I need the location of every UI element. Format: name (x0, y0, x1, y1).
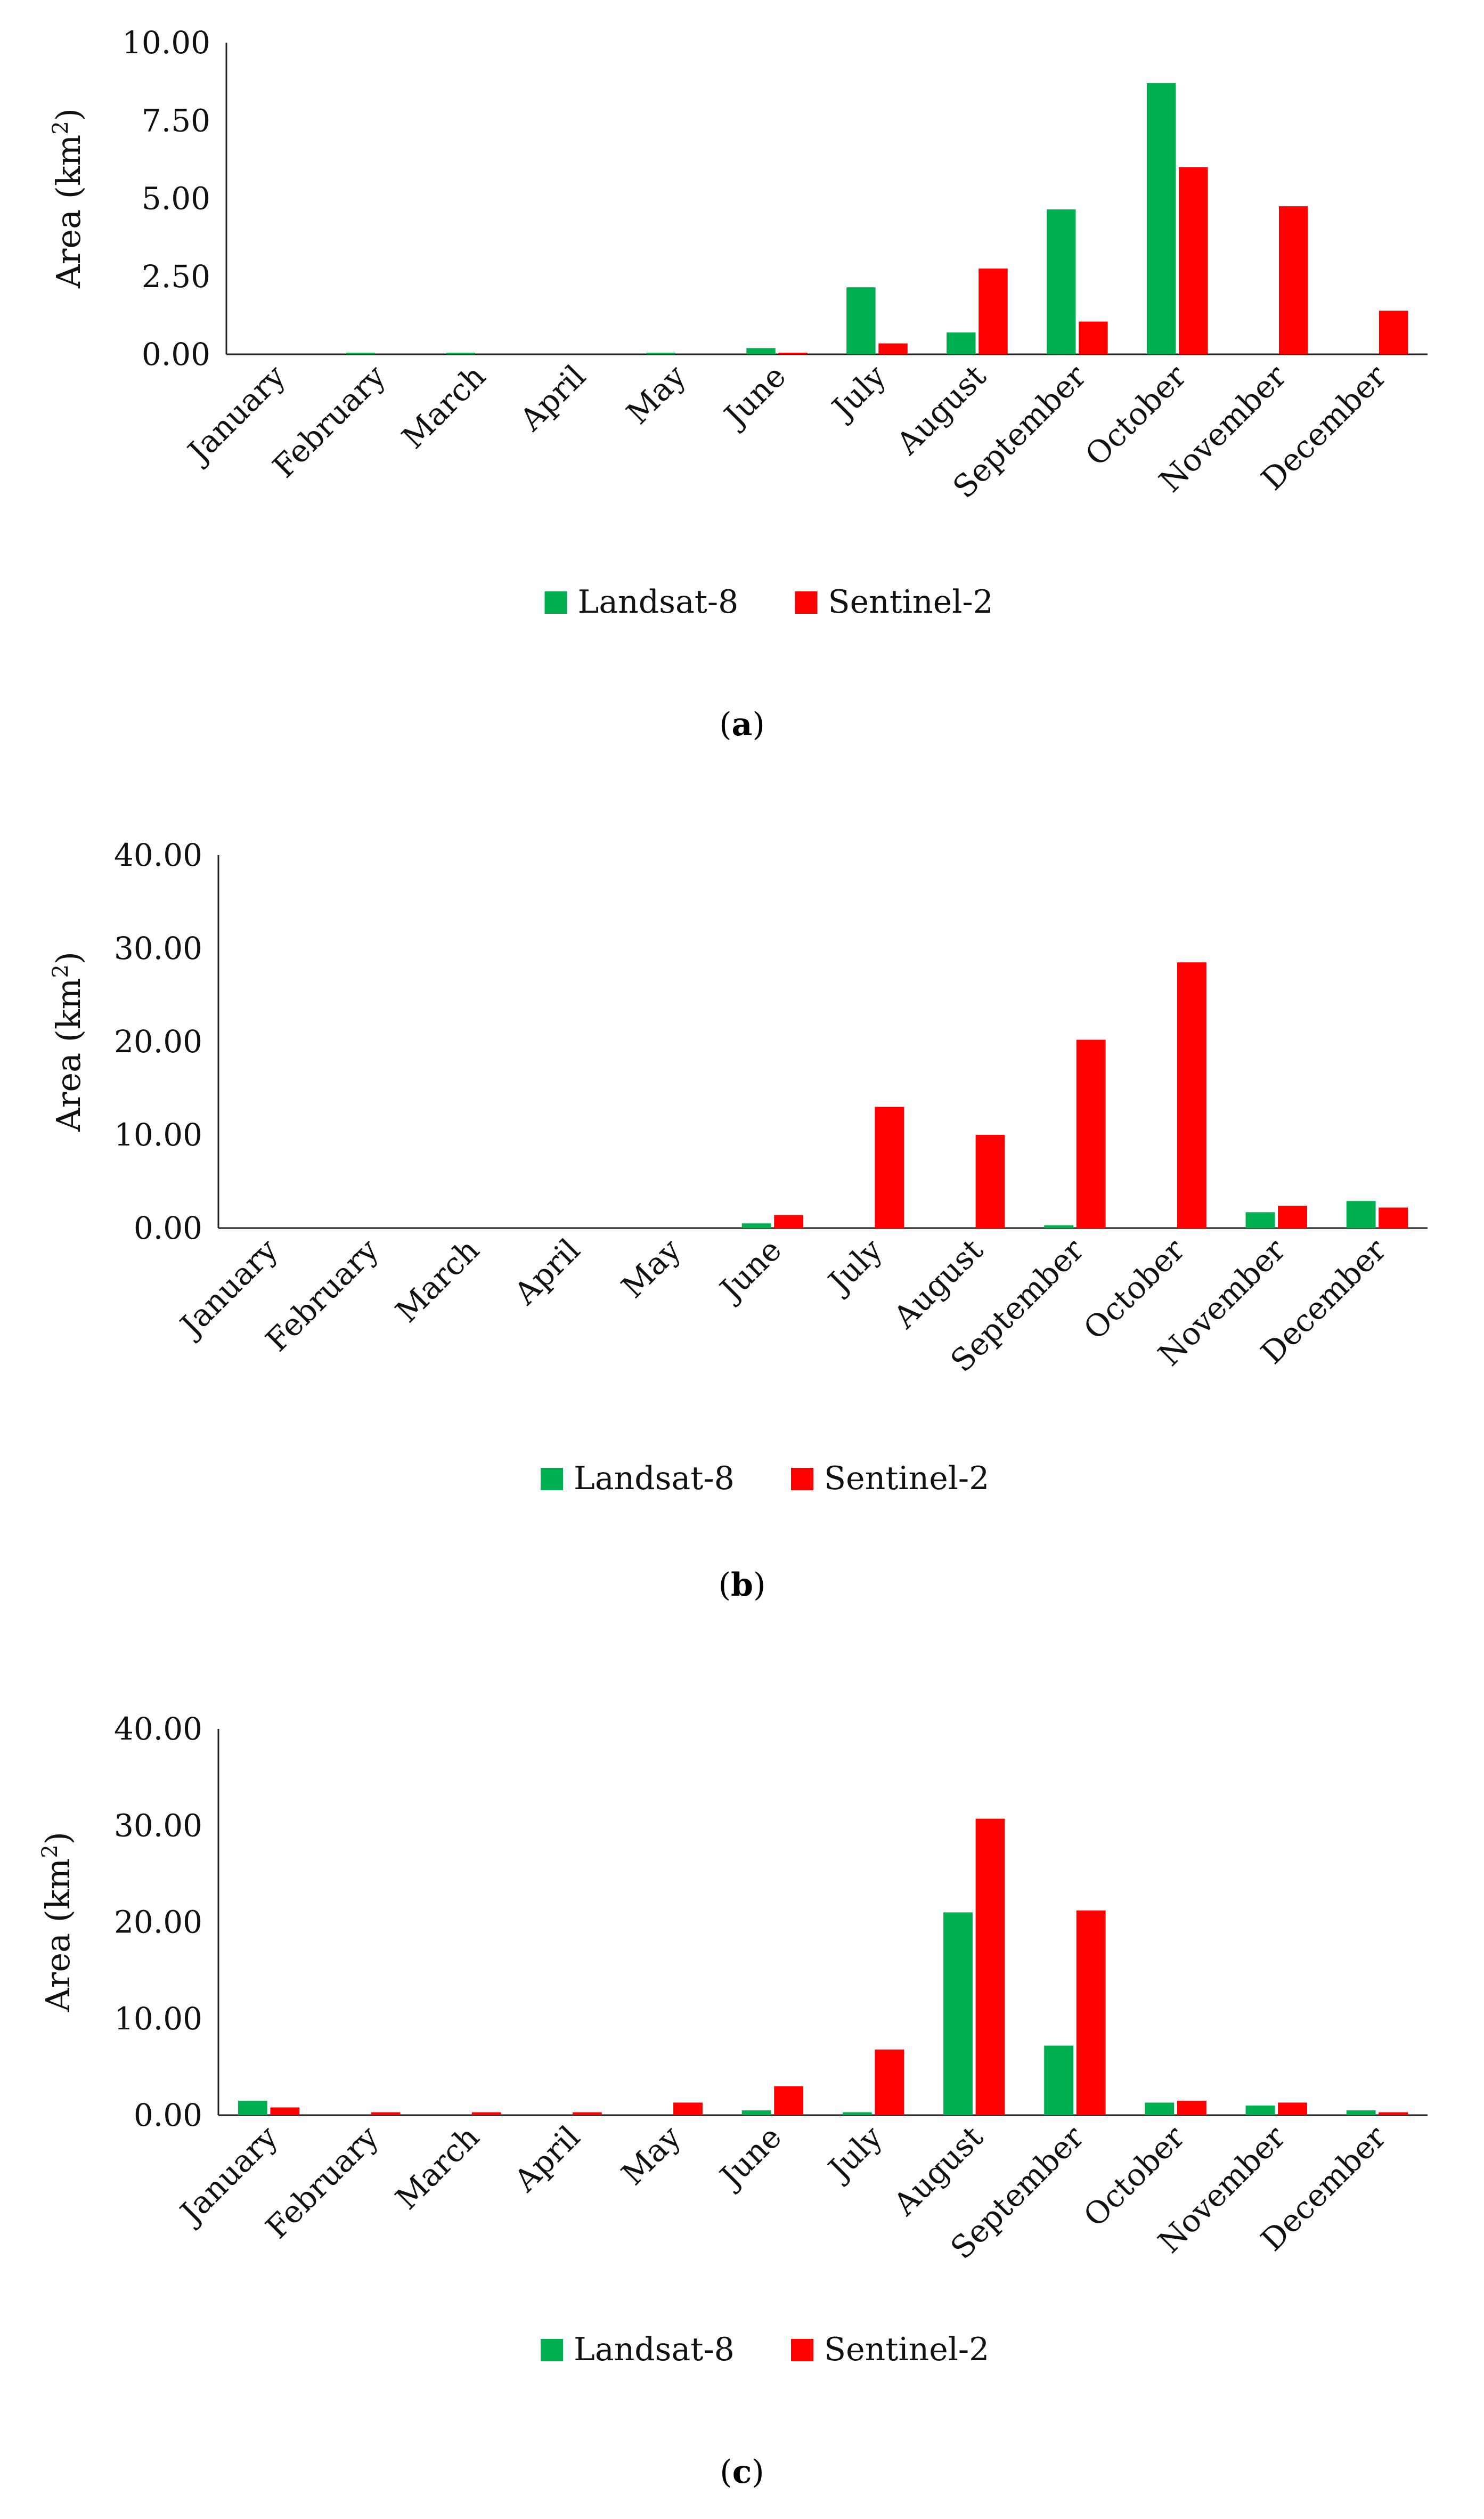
x-tick-label: April (507, 2119, 587, 2199)
legend-swatch-sentinel-2 (795, 591, 818, 614)
bar-sentinel-2 (1379, 2112, 1408, 2115)
bar-sentinel-2 (979, 269, 1008, 354)
y-tick-label: 40.00 (114, 837, 202, 873)
legend-label-landsat-8: Landsat-8 (578, 583, 739, 621)
bar-landsat-8 (741, 2110, 771, 2115)
panel-caption: (c) (720, 2453, 764, 2491)
bar-landsat-8 (346, 353, 376, 354)
bar-sentinel-2 (1177, 2100, 1206, 2115)
bar-landsat-8 (842, 2112, 872, 2115)
y-tick-label: 40.00 (114, 1711, 202, 1747)
bar-sentinel-2 (572, 2112, 602, 2115)
bar-sentinel-2 (1278, 206, 1308, 354)
x-tick-label: August (886, 2119, 990, 2223)
bar-sentinel-2 (270, 2107, 300, 2115)
bar-landsat-8 (646, 353, 675, 354)
y-tick-label: 30.00 (114, 930, 202, 966)
bar-sentinel-2 (875, 1107, 904, 1228)
legend-label-landsat-8: Landsat-8 (574, 2331, 735, 2368)
y-tick-label: 20.00 (114, 1023, 202, 1060)
y-tick-label: 20.00 (114, 1904, 202, 1940)
y-tick-label: 0.00 (142, 336, 210, 372)
x-tick-label: August (889, 358, 993, 462)
y-tick-label: 7.50 (142, 102, 210, 139)
bar-sentinel-2 (1278, 1206, 1307, 1228)
x-tick-label: June (715, 358, 793, 435)
x-tick-label: July (820, 2119, 890, 2189)
panel-caption: (b) (719, 1566, 766, 1604)
y-axis-title: Area (km2) (48, 108, 88, 289)
bar-sentinel-2 (875, 2049, 904, 2115)
bar-landsat-8 (741, 1223, 771, 1228)
bar-sentinel-2 (673, 2102, 703, 2115)
bar-sentinel-2 (1076, 1039, 1106, 1228)
bar-landsat-8 (746, 348, 776, 354)
y-tick-label: 0.00 (134, 1210, 202, 1246)
bar-landsat-8 (947, 332, 976, 354)
y-axis-title: Area (km2) (38, 1832, 77, 2012)
y-axis-title: Area (km2) (48, 952, 88, 1132)
bar-sentinel-2 (975, 1135, 1005, 1228)
x-tick-label: June (711, 1232, 788, 1309)
bar-landsat-8 (1044, 1225, 1074, 1228)
y-tick-label: 10.00 (114, 1117, 202, 1153)
y-tick-label: 10.00 (122, 25, 210, 61)
x-tick-label: March (395, 358, 493, 456)
bar-landsat-8 (238, 2100, 267, 2115)
legend-label-landsat-8: Landsat-8 (574, 1460, 735, 1497)
x-tick-label: August (886, 1232, 990, 1336)
bar-landsat-8 (1346, 1201, 1376, 1228)
bar-landsat-8 (1145, 2102, 1175, 2115)
x-tick-label: June (711, 2119, 788, 2196)
x-tick-label: May (614, 1232, 688, 1305)
bar-landsat-8 (846, 287, 876, 354)
x-tick-label: May (614, 2119, 688, 2192)
y-tick-label: 2.50 (142, 258, 210, 295)
legend-label-sentinel-2: Sentinel-2 (828, 583, 993, 621)
bar-sentinel-2 (471, 2112, 501, 2115)
x-tick-label: May (619, 358, 693, 432)
bar-landsat-8 (1146, 83, 1176, 355)
legend-label-sentinel-2: Sentinel-2 (824, 2331, 989, 2368)
y-tick-label: 0.00 (134, 2097, 202, 2133)
x-tick-label: March (388, 2119, 486, 2217)
legend-swatch-landsat-8 (544, 591, 567, 614)
bar-landsat-8 (1044, 2045, 1074, 2115)
bar-landsat-8 (943, 1912, 973, 2115)
bar-sentinel-2 (878, 343, 908, 354)
legend-label-sentinel-2: Sentinel-2 (824, 1460, 989, 1497)
legend-swatch-landsat-8 (541, 1468, 563, 1490)
bar-sentinel-2 (1179, 167, 1208, 354)
bar-sentinel-2 (1079, 321, 1108, 354)
bar-sentinel-2 (371, 2112, 401, 2115)
bar-sentinel-2 (975, 1818, 1005, 2115)
legend-swatch-landsat-8 (541, 2339, 563, 2361)
x-tick-label: March (388, 1232, 486, 1330)
legend-swatch-sentinel-2 (791, 1468, 813, 1490)
bar-sentinel-2 (1379, 1207, 1408, 1228)
y-tick-label: 5.00 (142, 181, 210, 217)
bar-landsat-8 (1346, 2110, 1376, 2115)
bar-landsat-8 (446, 353, 475, 354)
bar-landsat-8 (1245, 2105, 1275, 2115)
legend-swatch-sentinel-2 (791, 2339, 813, 2361)
bar-sentinel-2 (774, 1215, 804, 1228)
x-tick-label: April (512, 358, 593, 438)
bar-sentinel-2 (1177, 962, 1206, 1228)
bar-sentinel-2 (1379, 311, 1408, 354)
x-tick-label: April (507, 1232, 587, 1312)
bar-sentinel-2 (778, 353, 808, 354)
y-tick-label: 10.00 (114, 2001, 202, 2037)
bar-landsat-8 (1245, 1212, 1275, 1228)
x-tick-label: July (820, 1232, 890, 1302)
panel-caption: (a) (719, 706, 765, 743)
x-tick-label: July (823, 358, 893, 428)
y-tick-label: 30.00 (114, 1807, 202, 1843)
bar-sentinel-2 (774, 2086, 804, 2115)
bar-sentinel-2 (1278, 2102, 1307, 2115)
bar-sentinel-2 (1076, 1910, 1106, 2115)
bar-landsat-8 (1046, 209, 1076, 354)
